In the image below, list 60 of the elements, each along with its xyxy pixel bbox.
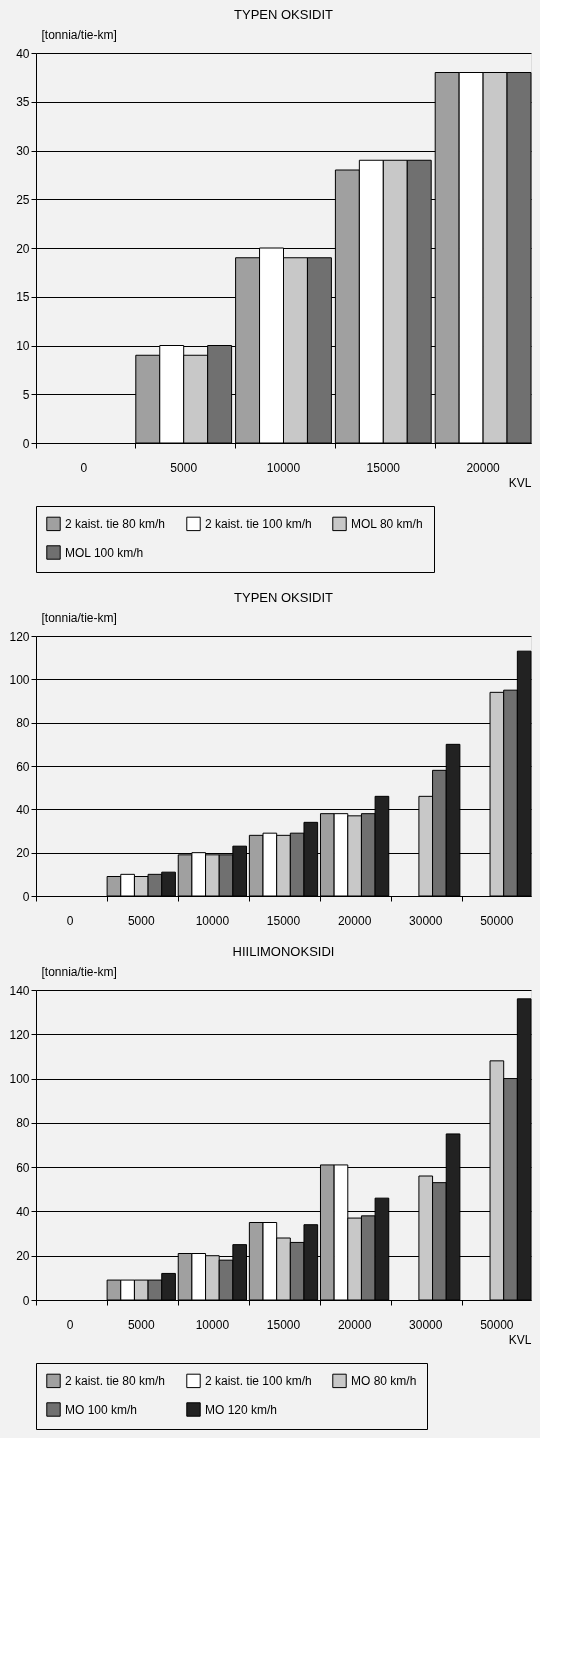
- x-tick-label: 20000: [466, 460, 501, 475]
- legend-label: MOL 100 km/h: [65, 545, 144, 560]
- legend-label: 2 kaist. tie 80 km/h: [65, 1373, 166, 1388]
- x-tick-label: 50000: [480, 1317, 514, 1332]
- x-tick-label: 10000: [195, 1317, 230, 1332]
- y-tick-label: 80: [16, 1116, 30, 1131]
- x-tick-label: 10000: [195, 913, 230, 928]
- y-tick-label: 120: [9, 1027, 30, 1042]
- x-tick-label: 50000: [480, 913, 514, 928]
- y-tick-label: 10: [16, 339, 30, 353]
- y-tick-label: 30: [16, 144, 30, 158]
- y-tick-label: 20: [16, 1249, 30, 1264]
- y-tick-label: 0: [22, 889, 30, 904]
- y-tick-label: 20: [16, 846, 30, 861]
- x-tick-label: 30000: [409, 913, 443, 928]
- chart-title: TYPEN OKSIDIT: [234, 7, 334, 22]
- y-tick-label: 40: [16, 1204, 30, 1219]
- chart-title: TYPEN OKSIDIT: [234, 590, 334, 605]
- y-axis-title: [tonnia/tie-km]: [41, 27, 117, 42]
- x-tick-label: 15000: [366, 460, 401, 475]
- y-tick-label: 100: [9, 1072, 30, 1087]
- x-tick-label: 15000: [266, 913, 301, 928]
- y-tick-label: 35: [16, 95, 30, 110]
- legend-label: 2 kaist. tie 100 km/h: [205, 516, 312, 531]
- x-tick-label: 10000: [266, 460, 301, 475]
- x-tick-label: 0: [66, 913, 74, 928]
- y-tick-label: 140: [9, 983, 30, 998]
- y-tick-label: 5: [22, 387, 30, 402]
- y-tick-label: 0: [22, 436, 30, 451]
- legend-label: MO 80 km/h: [351, 1373, 417, 1388]
- legend-label: MO 120 km/h: [205, 1402, 278, 1417]
- y-axis-title: [tonnia/tie-km]: [41, 964, 117, 979]
- x-tick-label: 30000: [409, 1317, 443, 1332]
- y-tick-label: 100: [9, 672, 30, 687]
- x-tick-label: 5000: [127, 913, 155, 928]
- x-tick-label: 20000: [337, 1317, 372, 1332]
- x-tick-label: 0: [80, 460, 88, 475]
- y-tick-label: 80: [16, 716, 30, 731]
- x-tick-label: 5000: [127, 1317, 155, 1332]
- legend-label: MOL 80 km/h: [351, 516, 423, 531]
- y-tick-label: 25: [16, 192, 30, 207]
- y-axis-title: [tonnia/tie-km]: [41, 610, 117, 625]
- y-tick-label: 20: [16, 241, 30, 256]
- y-tick-label: 40: [16, 46, 30, 61]
- x-tick-label: 20000: [337, 913, 372, 928]
- y-tick-label: 15: [16, 290, 30, 305]
- y-tick-label: 60: [16, 759, 30, 774]
- legend-label: MO 100 km/h: [65, 1402, 138, 1417]
- y-tick-label: 120: [9, 629, 30, 644]
- legend-label: 2 kaist. tie 80 km/h: [65, 516, 166, 531]
- x-axis-title: KVL: [508, 1332, 532, 1347]
- y-tick-label: 0: [22, 1293, 30, 1308]
- chart-title: HIILIMONOKSIDI: [232, 944, 335, 959]
- x-axis-title: KVL: [508, 475, 532, 490]
- x-tick-label: 5000: [170, 460, 198, 475]
- y-tick-label: 60: [16, 1160, 30, 1175]
- x-tick-label: 15000: [266, 1317, 301, 1332]
- legend-label: 2 kaist. tie 100 km/h: [205, 1373, 312, 1388]
- x-tick-label: 0: [66, 1317, 74, 1332]
- y-tick-label: 40: [16, 802, 30, 817]
